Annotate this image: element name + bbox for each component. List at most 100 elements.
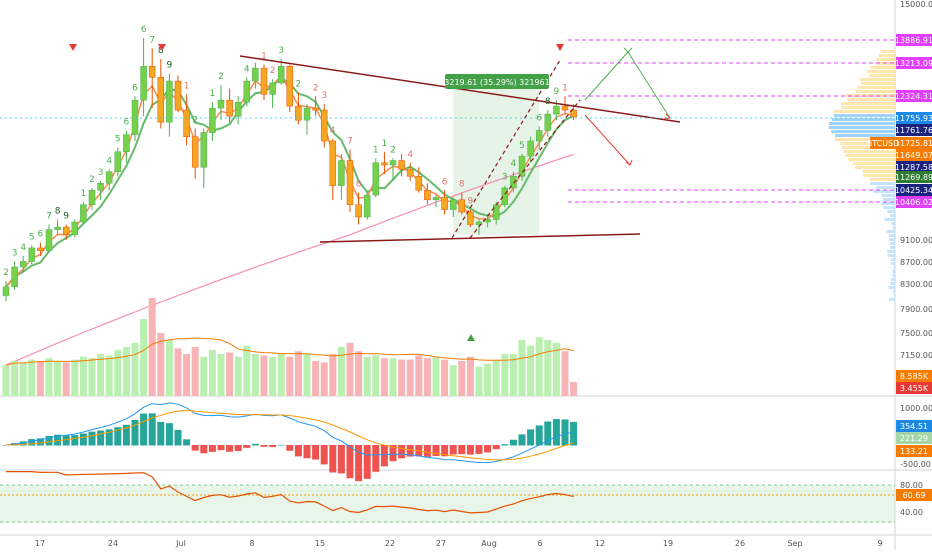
date-axis-tick: 26 bbox=[735, 539, 745, 548]
price-tag: 10425.34 bbox=[895, 186, 932, 195]
volume-bar bbox=[54, 361, 61, 396]
candle-body bbox=[553, 106, 559, 114]
candle-body bbox=[287, 66, 293, 106]
macd-hist-bar bbox=[424, 445, 431, 457]
volume-profile-bar bbox=[893, 266, 895, 269]
sequence-count: 2 bbox=[390, 145, 396, 155]
volume-profile-bar bbox=[887, 210, 895, 213]
candle-body bbox=[278, 66, 284, 83]
volume-profile-bar bbox=[841, 106, 895, 109]
candle-body bbox=[321, 110, 327, 141]
candle-body bbox=[356, 205, 362, 217]
macd-hist-bar bbox=[562, 419, 569, 445]
volume-bar bbox=[398, 360, 405, 396]
volume-bar bbox=[209, 350, 216, 396]
volume-profile-bar bbox=[890, 242, 895, 245]
sequence-count: 4 bbox=[511, 159, 517, 169]
sequence-count: 9 bbox=[554, 87, 560, 97]
macd-hist-bar bbox=[140, 414, 147, 446]
macd-hist-bar bbox=[200, 445, 207, 453]
macd-hist-bar bbox=[536, 425, 543, 445]
macd-axis-tick: -500.00 bbox=[900, 460, 931, 469]
volume-bar bbox=[562, 351, 569, 396]
sequence-count: 9 bbox=[63, 212, 69, 222]
macd-hist-bar bbox=[89, 432, 96, 446]
volume-profile-bar bbox=[858, 86, 895, 89]
volume-bar bbox=[321, 362, 328, 396]
volume-profile-bar bbox=[891, 278, 895, 281]
volume-profile-bar bbox=[832, 118, 895, 121]
sequence-count: 4 bbox=[407, 150, 413, 160]
candle-body bbox=[46, 230, 52, 251]
macd-hist-bar bbox=[484, 445, 491, 452]
volume-bar bbox=[364, 357, 371, 396]
sequence-count: 2 bbox=[296, 79, 302, 89]
candle-body bbox=[175, 81, 181, 110]
candle-body bbox=[562, 106, 568, 110]
sequence-count: 5 bbox=[29, 232, 35, 242]
macd-hist-bar bbox=[501, 444, 508, 445]
volume-bar bbox=[243, 346, 250, 396]
volume-profile-bar bbox=[855, 90, 895, 93]
volume-profile-bar bbox=[863, 174, 895, 177]
date-axis-tick: 19 bbox=[663, 539, 673, 548]
volume-bar bbox=[37, 361, 44, 396]
macd-hist-bar bbox=[286, 445, 293, 451]
candle-body bbox=[149, 66, 155, 77]
macd-hist-bar bbox=[467, 445, 474, 455]
candle-body bbox=[373, 163, 379, 195]
rsi-axis-tick: 40.00 bbox=[900, 508, 923, 517]
candle-body bbox=[63, 227, 69, 235]
volume-profile-bar bbox=[882, 194, 895, 197]
sequence-count: 2 bbox=[313, 83, 319, 93]
candle-body bbox=[201, 133, 207, 168]
volume-bar bbox=[390, 358, 397, 396]
candle-body bbox=[313, 108, 319, 110]
volume-bar bbox=[536, 337, 543, 396]
candle-body bbox=[244, 81, 250, 102]
candle-body bbox=[158, 77, 164, 122]
sequence-count: 6 bbox=[38, 230, 44, 240]
candle-body bbox=[536, 130, 542, 141]
sequence-count: 7 bbox=[46, 212, 52, 222]
date-axis-tick: 12 bbox=[595, 539, 605, 548]
volume-bar bbox=[123, 347, 130, 396]
volume-profile-bar bbox=[876, 58, 895, 61]
volume-profile-bar bbox=[841, 102, 895, 105]
candle-body bbox=[55, 227, 61, 230]
macd-hist-bar bbox=[97, 431, 104, 446]
price-tag: 11761.76 bbox=[895, 126, 932, 135]
volume-bar bbox=[338, 347, 345, 396]
volume-profile-bar bbox=[834, 114, 895, 117]
candle-body bbox=[424, 190, 430, 200]
candle-body bbox=[184, 110, 190, 137]
volume-bar bbox=[166, 340, 173, 396]
macd-hist-bar bbox=[278, 445, 285, 446]
macd-hist-bar bbox=[183, 439, 190, 445]
volume-profile-bar bbox=[883, 198, 895, 201]
volume-profile-bar bbox=[863, 170, 895, 173]
macd-tag: 221.29 bbox=[900, 434, 928, 443]
date-axis-tick: 27 bbox=[436, 539, 446, 548]
volume-profile-bar bbox=[876, 186, 895, 189]
candle-body bbox=[364, 195, 370, 217]
volume-bar bbox=[97, 354, 104, 396]
price-tag: 11725.81 bbox=[895, 139, 932, 148]
sequence-count: 3 bbox=[12, 248, 18, 258]
price-tag: 10406.02 bbox=[895, 198, 932, 207]
volume-profile-bar bbox=[891, 258, 895, 261]
sequence-count: 2 bbox=[89, 175, 95, 185]
candle-body bbox=[115, 152, 121, 172]
date-axis-tick: 15 bbox=[315, 539, 325, 548]
candle-body bbox=[123, 135, 129, 152]
candle-body bbox=[270, 83, 276, 94]
macd-hist-bar bbox=[398, 445, 405, 458]
volume-profile-bar bbox=[893, 290, 895, 293]
volume-tag: 3.455K bbox=[900, 384, 929, 393]
macd-hist-bar bbox=[63, 435, 70, 445]
candle-body bbox=[20, 261, 26, 267]
volume-bar bbox=[175, 348, 182, 396]
sequence-count: 8 bbox=[356, 180, 362, 190]
candle-body bbox=[252, 68, 258, 81]
